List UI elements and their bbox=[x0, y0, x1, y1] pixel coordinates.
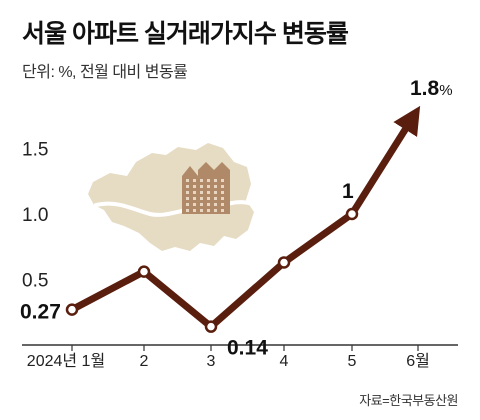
building-window bbox=[214, 203, 217, 206]
building-window bbox=[214, 179, 217, 182]
building-window bbox=[186, 203, 189, 206]
building-window bbox=[207, 197, 210, 200]
x-tick-label: 6월 bbox=[406, 352, 430, 370]
building-window bbox=[186, 179, 189, 182]
building-window bbox=[207, 191, 210, 194]
building-window bbox=[221, 209, 224, 212]
x-tick-label: 5 bbox=[348, 353, 357, 370]
building-window bbox=[186, 209, 189, 212]
building-window bbox=[193, 209, 196, 212]
building-window bbox=[200, 179, 203, 182]
data-source: 자료=한국부동산원 bbox=[359, 393, 458, 408]
building-window bbox=[186, 185, 189, 188]
x-tick-label: 3 bbox=[207, 353, 216, 370]
chart-subtitle: 단위: %, 전월 대비 변동률 bbox=[22, 64, 188, 81]
building-window bbox=[207, 209, 210, 212]
data-point bbox=[345, 207, 359, 221]
building-window bbox=[221, 185, 224, 188]
x-tick-label: 2 bbox=[140, 353, 149, 370]
building-window bbox=[193, 197, 196, 200]
building-window bbox=[193, 185, 196, 188]
building-window bbox=[207, 203, 210, 206]
y-tick-label: 1.5 bbox=[22, 140, 48, 161]
data-label: 1 bbox=[342, 180, 354, 203]
building-window bbox=[193, 203, 196, 206]
building-window bbox=[221, 203, 224, 206]
building-window bbox=[221, 191, 224, 194]
building-window bbox=[207, 185, 210, 188]
building-window bbox=[200, 209, 203, 212]
y-tick-label: 0.5 bbox=[22, 271, 48, 292]
building-window bbox=[207, 179, 210, 182]
building-window bbox=[214, 197, 217, 200]
building-window bbox=[186, 191, 189, 194]
data-label: 1.8% bbox=[410, 77, 453, 100]
data-point bbox=[65, 303, 79, 316]
data-label: 0.14 bbox=[227, 337, 268, 360]
building-window bbox=[200, 203, 203, 206]
x-tick-label: 2024년 1월 bbox=[27, 352, 105, 370]
y-tick-label: 1.0 bbox=[22, 205, 48, 226]
building-window bbox=[214, 191, 217, 194]
building-window bbox=[200, 197, 203, 200]
building-window bbox=[186, 197, 189, 200]
apartment-building-icon bbox=[182, 162, 230, 214]
x-tick-label: 4 bbox=[280, 353, 289, 370]
building-window bbox=[200, 191, 203, 194]
building-window bbox=[193, 191, 196, 194]
building-window bbox=[214, 185, 217, 188]
data-point bbox=[137, 265, 151, 278]
building-window bbox=[193, 179, 196, 182]
data-label-unit: % bbox=[439, 82, 452, 99]
data-point bbox=[277, 256, 291, 269]
chart-title: 서울 아파트 실거래가지수 변동률 bbox=[22, 20, 349, 48]
building-window bbox=[214, 209, 217, 212]
series-line-arrow bbox=[349, 105, 421, 216]
building-window bbox=[221, 179, 224, 182]
building-window bbox=[200, 185, 203, 188]
building-window bbox=[221, 197, 224, 200]
data-point bbox=[204, 320, 218, 333]
data-label: 0.27 bbox=[20, 301, 61, 324]
